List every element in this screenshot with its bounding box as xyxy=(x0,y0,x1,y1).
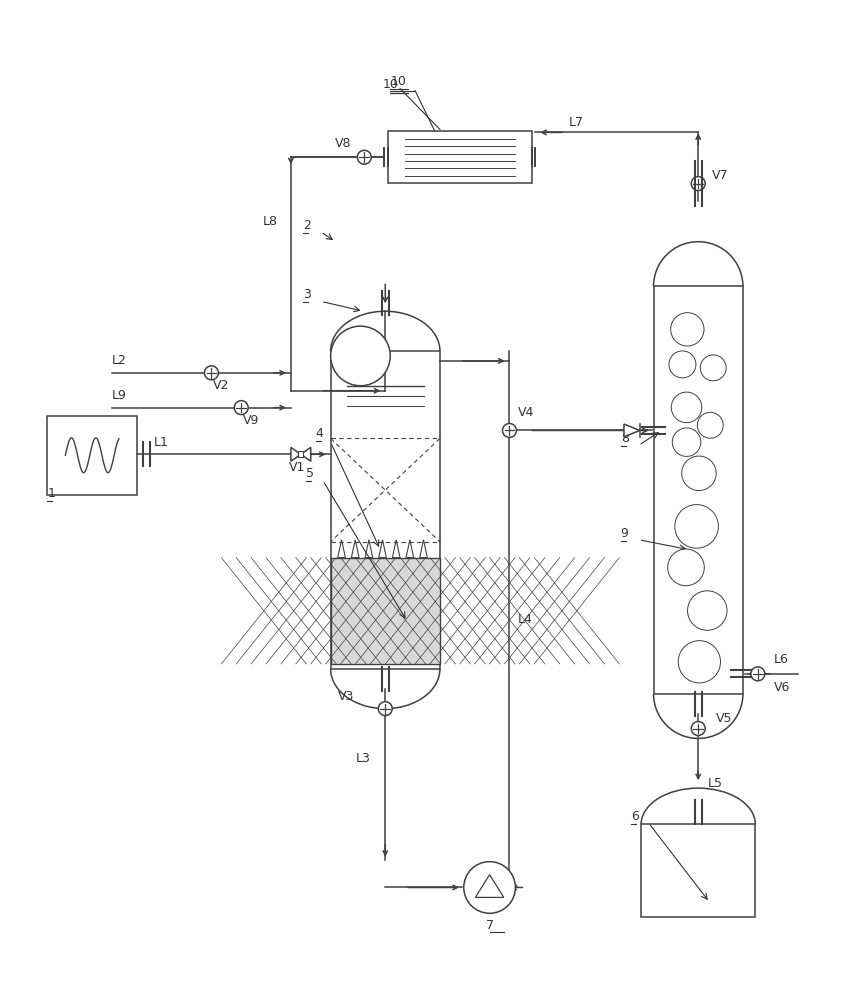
Circle shape xyxy=(668,549,705,586)
Circle shape xyxy=(692,177,705,191)
Circle shape xyxy=(503,424,516,437)
Circle shape xyxy=(463,862,516,913)
Text: 001: 001 xyxy=(351,360,369,369)
Bar xyxy=(331,351,440,669)
Circle shape xyxy=(692,722,705,735)
Text: V8: V8 xyxy=(334,137,351,150)
Circle shape xyxy=(687,591,727,630)
Text: L7: L7 xyxy=(569,116,584,129)
Text: V1: V1 xyxy=(289,461,305,474)
Text: V3: V3 xyxy=(338,690,354,703)
Circle shape xyxy=(357,150,371,164)
Text: L9: L9 xyxy=(112,389,127,402)
Text: 2: 2 xyxy=(303,219,310,232)
Text: L2: L2 xyxy=(112,354,127,367)
Circle shape xyxy=(671,392,702,423)
Bar xyxy=(653,286,743,694)
Circle shape xyxy=(234,401,248,415)
Bar xyxy=(388,131,532,183)
Circle shape xyxy=(669,351,696,378)
Text: 8: 8 xyxy=(621,432,628,445)
Circle shape xyxy=(672,428,701,456)
Bar xyxy=(298,451,304,457)
Text: 4: 4 xyxy=(315,427,323,440)
Text: 1: 1 xyxy=(48,487,56,500)
Text: V2: V2 xyxy=(214,379,230,392)
Text: L1: L1 xyxy=(154,436,168,449)
Circle shape xyxy=(331,326,390,386)
Bar xyxy=(331,558,440,664)
Circle shape xyxy=(204,366,218,380)
Text: 5: 5 xyxy=(306,467,314,480)
Circle shape xyxy=(681,456,716,491)
Text: 7: 7 xyxy=(486,919,493,932)
Text: 6: 6 xyxy=(631,810,639,823)
Circle shape xyxy=(751,667,764,681)
Text: L6: L6 xyxy=(774,653,788,666)
Bar xyxy=(641,824,755,917)
Bar xyxy=(331,558,440,664)
Circle shape xyxy=(675,505,718,548)
Circle shape xyxy=(670,313,704,346)
Text: L8: L8 xyxy=(263,215,278,228)
Circle shape xyxy=(678,641,721,683)
Text: 3: 3 xyxy=(303,288,310,301)
Circle shape xyxy=(700,355,726,381)
Circle shape xyxy=(698,412,723,438)
Text: V5: V5 xyxy=(716,712,733,725)
Polygon shape xyxy=(624,424,640,437)
Polygon shape xyxy=(291,447,301,461)
Text: L5: L5 xyxy=(708,777,723,790)
Circle shape xyxy=(378,702,392,716)
Text: 9: 9 xyxy=(621,527,628,540)
Text: 10: 10 xyxy=(382,78,398,91)
Text: V9: V9 xyxy=(243,414,260,427)
Polygon shape xyxy=(301,447,310,461)
Text: PH: PH xyxy=(354,343,367,352)
Text: L4: L4 xyxy=(517,613,533,626)
Bar xyxy=(48,416,137,495)
Text: V4: V4 xyxy=(517,406,534,419)
Text: 10: 10 xyxy=(390,75,406,88)
Text: V7: V7 xyxy=(712,169,728,182)
Text: L3: L3 xyxy=(356,752,370,765)
Text: V6: V6 xyxy=(774,681,790,694)
